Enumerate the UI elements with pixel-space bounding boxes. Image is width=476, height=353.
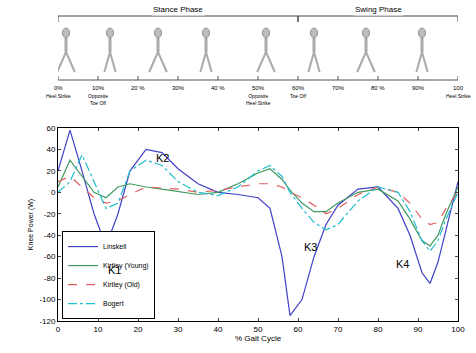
svg-text:20: 20 (46, 167, 55, 176)
svg-text:OppositeToe Off: OppositeToe Off (88, 93, 108, 106)
svg-text:100: 100 (451, 325, 465, 334)
svg-text:0%: 0% (54, 85, 63, 91)
svg-text:-60: -60 (44, 252, 56, 261)
svg-text:Kirtley (Young): Kirtley (Young) (103, 262, 149, 270)
svg-text:% Gait Cycle: % Gait Cycle (235, 334, 282, 343)
svg-text:40: 40 (214, 325, 223, 334)
svg-text:Stance Phase: Stance Phase (153, 5, 203, 14)
svg-text:K4: K4 (396, 258, 409, 270)
svg-text:Linskell: Linskell (103, 243, 127, 250)
svg-text:70%: 70% (332, 85, 345, 91)
svg-text:K2: K2 (156, 152, 169, 164)
svg-text:K1: K1 (108, 264, 121, 276)
svg-text:Heel Strike: Heel Strike (46, 93, 71, 99)
svg-text:0: 0 (51, 188, 56, 197)
svg-text:40 %: 40 % (211, 85, 225, 91)
svg-text:60: 60 (46, 124, 55, 133)
svg-text:-40: -40 (44, 231, 56, 240)
svg-text:30: 30 (174, 325, 183, 334)
svg-text:Bogert: Bogert (103, 300, 124, 308)
svg-text:80: 80 (374, 325, 383, 334)
svg-text:-20: -20 (44, 210, 56, 219)
svg-text:90%: 90% (412, 85, 425, 91)
svg-text:20 %: 20 % (131, 85, 145, 91)
svg-text:40: 40 (46, 145, 55, 154)
svg-text:60%: 60% (292, 85, 305, 91)
svg-text:50: 50 (254, 325, 263, 334)
svg-text:Swing Phase: Swing Phase (355, 5, 402, 14)
svg-text:90: 90 (414, 325, 423, 334)
svg-text:20: 20 (134, 325, 143, 334)
svg-text:Knee Power (W): Knee Power (W) (27, 199, 35, 250)
svg-text:70: 70 (334, 325, 343, 334)
svg-text:-120: -120 (39, 317, 56, 326)
svg-text:Toe Off: Toe Off (290, 93, 307, 99)
svg-text:-80: -80 (44, 274, 56, 283)
svg-text:80 %: 80 % (371, 85, 385, 91)
svg-text:OppositeHeel Strike: OppositeHeel Strike (246, 93, 271, 106)
svg-text:K3: K3 (304, 241, 317, 253)
svg-text:10%: 10% (92, 85, 105, 91)
svg-text:60: 60 (294, 325, 303, 334)
svg-text:30%: 30% (172, 85, 185, 91)
svg-text:100: 100 (453, 85, 464, 91)
svg-text:50%: 50% (252, 85, 265, 91)
svg-text:10: 10 (94, 325, 103, 334)
svg-text:-100: -100 (39, 295, 56, 304)
svg-text:Kirtley (Old): Kirtley (Old) (103, 281, 140, 289)
svg-text:0: 0 (56, 325, 61, 334)
svg-text:Heel Strike: Heel Strike (446, 93, 471, 99)
